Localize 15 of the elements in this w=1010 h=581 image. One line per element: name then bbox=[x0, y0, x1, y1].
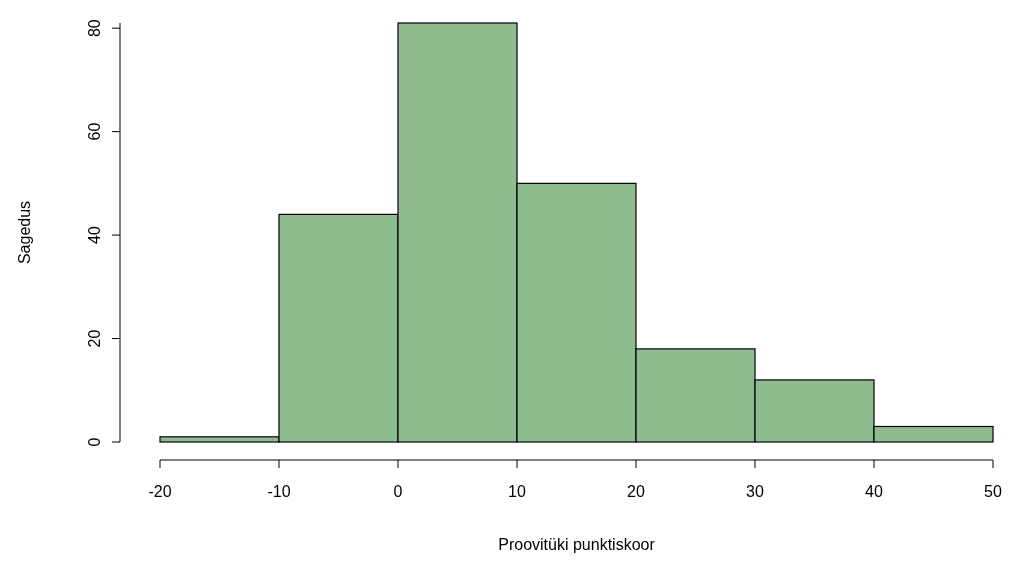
x-tick-label: -20 bbox=[148, 483, 172, 500]
x-tick-label: -10 bbox=[267, 483, 291, 500]
x-tick-label: 40 bbox=[865, 483, 883, 500]
x-tick-label: 30 bbox=[746, 483, 764, 500]
x-tick-label: 10 bbox=[508, 483, 526, 500]
y-tick-label: 80 bbox=[86, 19, 103, 38]
y-tick-label: 40 bbox=[86, 226, 103, 244]
x-tick-label: 50 bbox=[984, 483, 1002, 500]
y-axis-title: Sagedus bbox=[16, 200, 33, 265]
x-tick-label: 20 bbox=[627, 483, 645, 500]
x-tick-label: 0 bbox=[393, 483, 403, 500]
y-tick-label: 20 bbox=[86, 329, 103, 348]
x-axis-title: Proovitüki punktiskoor bbox=[498, 536, 656, 553]
y-tick-label: 60 bbox=[86, 122, 103, 141]
y-tick-label: 0 bbox=[86, 437, 103, 447]
